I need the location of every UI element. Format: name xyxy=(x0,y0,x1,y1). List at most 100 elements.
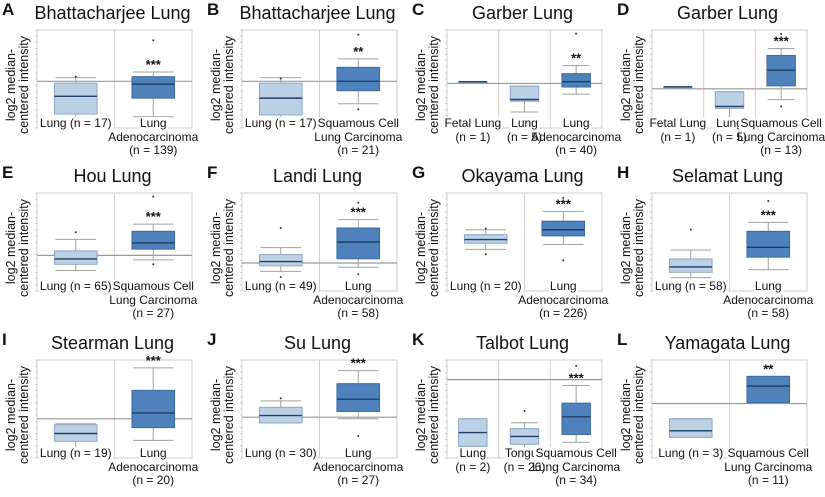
category-label: Squamous Cell Lung Carcinoma (n = 27) xyxy=(103,279,203,321)
category-label-line: Lung (n = 65) xyxy=(38,279,113,294)
category-label-line: (n = 11) xyxy=(747,473,789,487)
significance-label: *** xyxy=(146,353,162,368)
category-label: Squamous Cell Lung Carcinoma (n = 13) xyxy=(731,116,825,158)
panel-g: *** G Okayama Lung log2 median-centered int… xyxy=(410,163,615,328)
category-label-line: (n = 21) xyxy=(337,143,380,157)
category-label-line: Lung (n = 19) xyxy=(38,446,113,461)
chart-title: Okayama Lung xyxy=(461,166,584,186)
chart-title: Talbot Lung xyxy=(475,333,570,353)
plot-area: ** xyxy=(240,29,398,129)
category-label: Fetal Lung (n = 1) xyxy=(628,116,728,144)
category-label: Lung (n = 30) xyxy=(231,446,331,461)
category-label-line: (n = 20) xyxy=(132,473,175,487)
category-label-line: (n = 2) xyxy=(455,459,491,474)
significance-label: *** xyxy=(569,370,585,385)
category-label-line: Fetal Lung xyxy=(648,116,708,131)
category-label-line: (n = 27) xyxy=(337,473,380,487)
panel-f: *** F Landi Lung log2 median-centered inten… xyxy=(205,163,410,328)
plot-area: *** xyxy=(35,353,193,459)
outlier-point xyxy=(562,259,565,262)
category-label: Lung (n = 17) xyxy=(26,116,126,131)
category-label-line: (n = 58) xyxy=(337,306,380,320)
outlier-point xyxy=(484,227,487,230)
significance-label: *** xyxy=(774,34,790,49)
box xyxy=(53,250,98,265)
outlier-point xyxy=(357,33,360,36)
plot-area: *** xyxy=(445,359,603,459)
category-label-line: (n = 226) xyxy=(539,306,588,320)
plot-area: *** xyxy=(650,29,808,129)
category-label-line: (n = 34) xyxy=(555,473,597,487)
category-label-line: Lung xyxy=(138,446,168,461)
outlier-point xyxy=(780,105,783,108)
chart-title: Hou Lung xyxy=(73,166,152,186)
category-label: Lung (n = 49) xyxy=(231,279,331,294)
outlier-point xyxy=(357,434,360,437)
panel-i: *** I Stearman Lung log2 median-centered in… xyxy=(0,330,205,495)
chart-title: Su Lung xyxy=(283,333,352,353)
outlier-point xyxy=(357,108,360,111)
panel-j: *** J Su Lung log2 median-centered intensit… xyxy=(205,330,410,495)
category-label-line: (n = 5) xyxy=(711,129,747,144)
box xyxy=(668,418,713,438)
category-label-line: Squamous Cell xyxy=(534,446,618,461)
box xyxy=(541,220,586,237)
chart-title: Selamat Lung xyxy=(671,166,784,186)
category-label-line: Lung Carcinoma xyxy=(314,129,403,144)
plot-area: *** xyxy=(445,192,603,292)
chart-title: Garber Lung xyxy=(471,3,574,23)
outlier-point xyxy=(484,253,487,256)
category-label-line: Lung (n = 20) xyxy=(448,279,523,294)
outlier-point xyxy=(357,201,360,204)
panel-letter: B xyxy=(207,0,220,19)
category-label-line: Lung Carcinoma xyxy=(109,292,198,307)
category-label: Squamous Cell Lung Carcinoma (n = 34) xyxy=(526,446,626,488)
panel-l: ** L Yamagata Lung log2 median-centered int… xyxy=(615,330,820,495)
outlier-point xyxy=(74,75,77,78)
category-label-line: Adenocarcinoma xyxy=(313,292,404,307)
panel-letter: F xyxy=(207,163,218,182)
category-label-line: Lung xyxy=(510,116,539,131)
plot-area: *** xyxy=(240,192,398,292)
plot-area: *** xyxy=(35,192,193,292)
category-label-line: Adenocarcinoma xyxy=(108,459,199,474)
chart-title: Bhattacharjee Lung xyxy=(239,3,396,23)
category-label-line: (n = 58) xyxy=(747,306,790,320)
category-label: Lung (n = 5) xyxy=(680,116,780,144)
outlier-point xyxy=(523,409,526,412)
category-label-line: Lung xyxy=(138,116,168,131)
category-label-line: Lung Carcinoma xyxy=(737,129,825,144)
panel-letter: J xyxy=(207,330,217,349)
category-label: Squamous Cell Lung Carcinoma (n = 11) xyxy=(718,446,818,488)
outlier-point xyxy=(562,196,565,199)
category-label-line: Squamous Cell xyxy=(726,446,810,461)
box xyxy=(561,402,591,435)
category-label-line: (n = 40) xyxy=(555,143,597,157)
plot-area: ** xyxy=(650,359,808,459)
category-label: Lung Adenocarcinoma (n = 58) xyxy=(308,279,408,321)
category-label: Lung Adenocarcinoma (n = 27) xyxy=(308,446,408,488)
panel-d: *** D Garber Lung log2 median-centered inte… xyxy=(615,0,825,165)
box xyxy=(714,91,745,109)
outlier-point xyxy=(279,227,282,229)
panel-letter: K xyxy=(412,330,425,349)
category-label: Lung (n = 2) xyxy=(423,446,523,474)
category-label-line: Lung (n = 30) xyxy=(243,446,318,461)
plot-area: *** xyxy=(240,356,398,459)
significance-label: *** xyxy=(351,356,367,371)
chart-title: Landi Lung xyxy=(272,166,363,186)
panel-h: *** H Selamat Lung log2 median-centered int… xyxy=(615,163,820,328)
category-label-line: Lung (n = 17) xyxy=(38,116,113,131)
outlier-point xyxy=(575,364,578,367)
category-label-line: Squamous Cell xyxy=(316,116,400,131)
box xyxy=(746,375,791,403)
category-label: Lung (n = 19) xyxy=(26,446,126,461)
box xyxy=(258,254,303,267)
outlier-point xyxy=(767,365,770,368)
significance-label: *** xyxy=(556,196,572,211)
box xyxy=(746,230,791,258)
category-label: Lung (n = 5) xyxy=(475,116,575,144)
panel-e: *** E Hou Lung log2 median-centered intensi… xyxy=(0,163,205,328)
category-label-line: Lung xyxy=(343,279,373,294)
category-label: Fetal Lung (n = 1) xyxy=(423,116,523,144)
